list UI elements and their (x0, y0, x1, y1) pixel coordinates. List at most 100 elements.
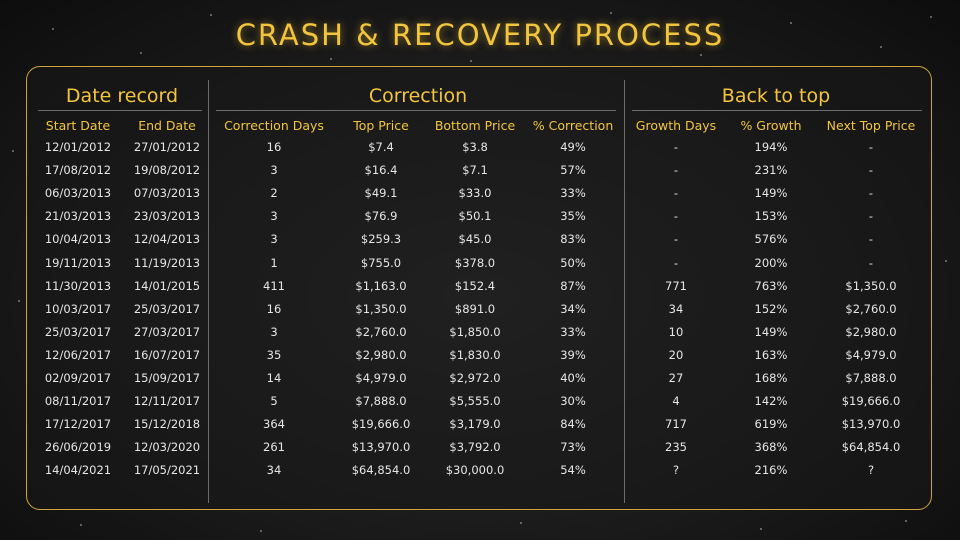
cell-bottom-price: $7.1 (462, 163, 488, 178)
cell-next-top-price: - (868, 232, 874, 247)
cell-percent-growth: 194% (754, 140, 788, 154)
group-divider (624, 80, 625, 503)
cell-correction-days: 3 (270, 209, 278, 224)
table-row: 21/03/2013 23/03/2013 3 $76.9 $50.1 35% - 153% - (0, 205, 960, 228)
cell-start-date: 06/03/2013 (44, 186, 112, 201)
cell-top-price: $13,970.0 (351, 440, 411, 455)
cell-top-price: $259.3 (360, 232, 402, 247)
cell-growth-days: 717 (665, 417, 687, 432)
cell-correction-days: 2 (270, 186, 278, 201)
cell-end-date: 19/08/2012 (133, 163, 201, 178)
cell-end-date: 16/07/2017 (133, 347, 201, 362)
cell-bottom-price: $50.1 (458, 209, 492, 224)
cell-start-date: 12/06/2017 (44, 347, 112, 362)
cell-start-date: 25/03/2017 (44, 324, 112, 339)
cell-percent-growth: 168% (754, 371, 788, 385)
cell-bottom-price: $3,179.0 (449, 417, 501, 432)
cell-percent-growth: 619% (754, 417, 788, 432)
cell-top-price: $1,350.0 (355, 301, 407, 316)
group-header-date-record: Date record (65, 85, 179, 107)
table-row: 12/01/2012 27/01/2012 16 $7.4 $3.8 49% - 194% - (0, 136, 960, 159)
cell-top-price: $76.9 (364, 209, 398, 224)
cell-correction-days: 3 (270, 163, 278, 178)
cell-start-date: 19/11/2013 (44, 255, 112, 270)
cell-growth-days: 20 (668, 347, 684, 362)
cell-percent-correction: 84% (560, 417, 586, 432)
cell-end-date: 27/03/2017 (133, 324, 201, 339)
column-header-growth-days: Growth Days (635, 118, 717, 133)
cell-bottom-price: $1,830.0 (449, 347, 501, 362)
cell-percent-correction: 33% (560, 324, 586, 339)
cell-end-date: 14/01/2015 (133, 278, 201, 293)
cell-end-date: 23/03/2013 (133, 209, 201, 224)
cell-next-top-price: - (868, 209, 874, 224)
cell-top-price: $4,979.0 (355, 371, 407, 385)
cell-percent-correction: 40% (560, 371, 586, 385)
cell-top-price: $755.0 (360, 255, 402, 270)
table-row: 11/30/2013 14/01/2015 411 $1,163.0 $152.4 87%… (0, 275, 960, 298)
cell-percent-correction: 83% (560, 232, 586, 247)
cell-percent-correction: 30% (560, 394, 586, 409)
cell-bottom-price: $152.4 (454, 278, 496, 293)
group-header-correction: Correction (368, 85, 468, 107)
table-row: 02/09/2017 15/09/2017 14 $4,979.0 $2,972.0 40… (0, 367, 960, 390)
cell-growth-days: ? (672, 463, 680, 478)
group-divider (208, 80, 209, 503)
cell-growth-days: - (673, 140, 679, 154)
cell-top-price: $7,888.0 (355, 394, 407, 409)
cell-start-date: 10/04/2013 (44, 232, 112, 247)
cell-top-price: $19,666.0 (351, 417, 411, 432)
column-header-bottom-price: Bottom Price (434, 118, 516, 133)
cell-bottom-price: $1,850.0 (449, 324, 501, 339)
cell-start-date: 14/04/2021 (44, 463, 112, 478)
cell-percent-growth: 231% (754, 163, 788, 178)
cell-growth-days: 771 (665, 278, 687, 293)
table-row: 14/04/2021 17/05/2021 34 $64,854.0 $30,000.0… (0, 459, 960, 482)
cell-start-date: 10/03/2017 (44, 301, 112, 316)
cell-end-date: 15/09/2017 (133, 371, 201, 385)
cell-next-top-price: $1,350.0 (845, 278, 897, 293)
table-row: 06/03/2013 07/03/2013 2 $49.1 $33.0 33% - 149% - (0, 182, 960, 205)
cell-end-date: 17/05/2021 (133, 463, 201, 478)
cell-correction-days: 16 (266, 301, 282, 316)
cell-next-top-price: $19,666.0 (841, 394, 901, 409)
column-header-end-date: End Date (138, 118, 196, 133)
cell-top-price: $2,760.0 (355, 324, 407, 339)
cell-end-date: 07/03/2013 (133, 186, 201, 201)
group-underline (632, 110, 922, 111)
cell-end-date: 12/03/2020 (133, 440, 201, 455)
cell-correction-days: 1 (270, 255, 278, 270)
cell-top-price: $16.4 (364, 163, 398, 178)
cell-percent-growth: 163% (754, 347, 788, 362)
cell-start-date: 17/08/2012 (44, 163, 112, 178)
cell-percent-growth: 576% (754, 232, 788, 247)
cell-percent-growth: 368% (754, 440, 788, 455)
cell-top-price: $2,980.0 (355, 347, 407, 362)
cell-end-date: 11/19/2013 (133, 255, 201, 270)
column-header-start-date: Start Date (45, 118, 111, 133)
cell-correction-days: 3 (270, 232, 278, 247)
page-title: CRASH & RECOVERY PROCESS (235, 18, 725, 52)
cell-percent-correction: 54% (560, 463, 586, 478)
cell-correction-days: 5 (270, 394, 278, 409)
cell-bottom-price: $33.0 (458, 186, 492, 201)
cell-top-price: $49.1 (364, 186, 398, 201)
cell-correction-days: 411 (263, 278, 285, 293)
cell-end-date: 15/12/2018 (133, 417, 201, 432)
cell-start-date: 08/11/2017 (44, 394, 112, 409)
cell-next-top-price: - (868, 255, 874, 270)
cell-percent-growth: 149% (754, 324, 788, 339)
cell-end-date: 25/03/2017 (133, 301, 201, 316)
cell-start-date: 11/30/2013 (44, 278, 112, 293)
table-row: 12/06/2017 16/07/2017 35 $2,980.0 $1,830.0 39… (0, 344, 960, 367)
cell-correction-days: 16 (266, 140, 282, 154)
cell-percent-growth: 149% (754, 186, 788, 201)
cell-growth-days: - (673, 163, 679, 178)
cell-end-date: 27/01/2012 (133, 140, 201, 154)
table-row: 19/11/2013 11/19/2013 1 $755.0 $378.0 50% - 200… (0, 252, 960, 275)
cell-percent-correction: 73% (560, 440, 586, 455)
cell-growth-days: 235 (665, 440, 687, 455)
cell-top-price: $7.4 (368, 140, 394, 154)
cell-bottom-price: $3.8 (462, 140, 488, 154)
cell-start-date: 21/03/2013 (44, 209, 112, 224)
